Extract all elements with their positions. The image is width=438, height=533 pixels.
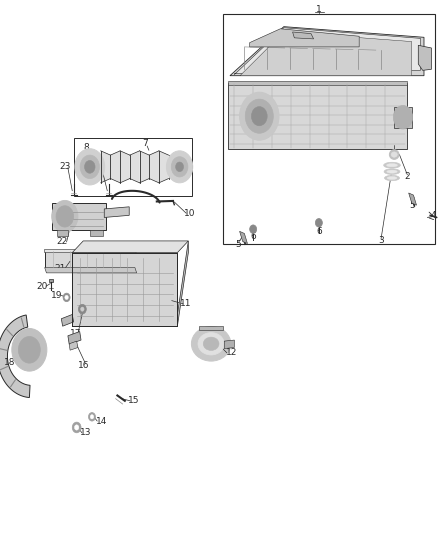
Text: 6: 6 [316, 228, 322, 236]
Polygon shape [69, 341, 78, 350]
Circle shape [81, 307, 84, 311]
Circle shape [166, 151, 193, 183]
Polygon shape [52, 203, 106, 230]
Text: 20: 20 [36, 282, 48, 290]
Text: 10: 10 [184, 209, 195, 217]
Text: 9: 9 [180, 159, 186, 167]
Text: 22: 22 [57, 238, 68, 246]
Text: 3: 3 [378, 237, 384, 245]
Text: 16: 16 [78, 361, 90, 370]
Polygon shape [90, 230, 103, 236]
Ellipse shape [191, 326, 231, 361]
Circle shape [393, 106, 413, 129]
Text: 5: 5 [409, 201, 415, 210]
Text: 14: 14 [96, 417, 107, 425]
Polygon shape [130, 151, 140, 183]
Circle shape [18, 336, 40, 363]
Polygon shape [45, 268, 137, 273]
Ellipse shape [203, 337, 219, 351]
Ellipse shape [385, 175, 399, 181]
Circle shape [12, 328, 47, 371]
Circle shape [74, 425, 79, 430]
Circle shape [245, 99, 273, 133]
Ellipse shape [391, 152, 397, 157]
Ellipse shape [386, 164, 398, 167]
Text: 23: 23 [93, 162, 104, 171]
Bar [223, 14, 435, 244]
Circle shape [65, 295, 68, 300]
Circle shape [240, 92, 279, 140]
Polygon shape [394, 107, 412, 128]
Ellipse shape [387, 176, 397, 180]
Polygon shape [177, 241, 188, 326]
Polygon shape [228, 81, 407, 85]
Circle shape [251, 107, 267, 126]
Circle shape [75, 149, 105, 185]
Polygon shape [240, 32, 412, 76]
Circle shape [88, 413, 95, 421]
Circle shape [176, 162, 184, 172]
Polygon shape [199, 326, 223, 330]
Polygon shape [234, 28, 420, 75]
Polygon shape [57, 230, 68, 236]
Polygon shape [68, 332, 81, 344]
Circle shape [315, 219, 322, 227]
Text: 5: 5 [235, 240, 241, 248]
Polygon shape [230, 27, 424, 76]
Text: 7: 7 [142, 140, 148, 148]
Circle shape [171, 157, 188, 177]
Ellipse shape [384, 169, 400, 174]
Polygon shape [228, 83, 407, 149]
Polygon shape [61, 314, 74, 326]
Polygon shape [72, 253, 177, 326]
Ellipse shape [387, 170, 397, 173]
Circle shape [56, 206, 74, 227]
Circle shape [85, 160, 95, 173]
Polygon shape [72, 241, 188, 253]
Polygon shape [104, 207, 129, 217]
Polygon shape [45, 251, 135, 268]
Polygon shape [293, 32, 314, 39]
Polygon shape [224, 340, 234, 349]
Text: 19: 19 [51, 291, 63, 300]
Bar [74, 138, 192, 196]
Polygon shape [418, 45, 431, 70]
Polygon shape [0, 315, 30, 398]
Polygon shape [240, 231, 247, 244]
Text: 17: 17 [70, 329, 81, 338]
Text: 12: 12 [226, 349, 237, 357]
Text: 13: 13 [80, 429, 92, 437]
Circle shape [63, 293, 70, 302]
Circle shape [90, 415, 94, 419]
Circle shape [52, 200, 78, 232]
Polygon shape [44, 249, 136, 252]
Text: 8: 8 [84, 143, 90, 151]
Text: 15: 15 [128, 397, 140, 405]
Polygon shape [409, 193, 417, 205]
Text: 11: 11 [180, 300, 192, 308]
Text: 21: 21 [55, 264, 66, 273]
Polygon shape [159, 151, 169, 183]
Polygon shape [250, 29, 359, 47]
Text: 1: 1 [316, 5, 322, 14]
Polygon shape [101, 151, 110, 183]
Polygon shape [120, 151, 130, 183]
Polygon shape [110, 151, 120, 183]
Circle shape [80, 155, 99, 179]
Text: 2: 2 [405, 173, 410, 181]
Polygon shape [49, 279, 53, 282]
Circle shape [250, 225, 257, 233]
Ellipse shape [198, 333, 224, 355]
Text: 4: 4 [431, 212, 436, 220]
Ellipse shape [384, 162, 400, 168]
Ellipse shape [389, 150, 399, 159]
Text: 18: 18 [4, 358, 15, 367]
Polygon shape [140, 151, 149, 183]
Polygon shape [149, 151, 159, 183]
Circle shape [78, 304, 86, 314]
Circle shape [72, 422, 81, 433]
Text: 6: 6 [250, 232, 256, 241]
Text: 23: 23 [59, 162, 71, 171]
